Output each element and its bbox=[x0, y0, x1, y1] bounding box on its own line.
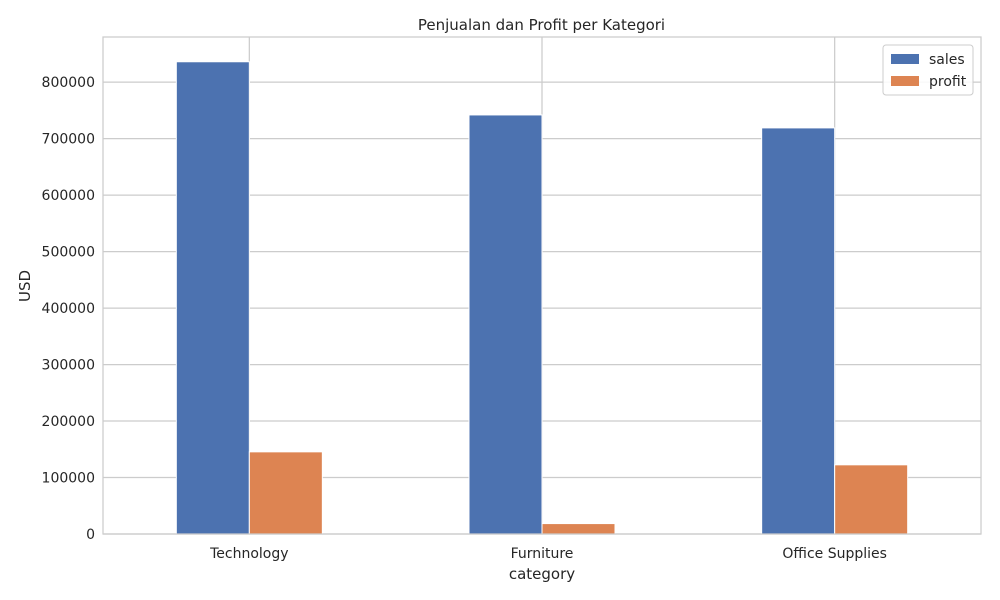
y-tick-label: 800000 bbox=[42, 75, 95, 91]
bars-group bbox=[175, 61, 909, 535]
x-tick-label: Technology bbox=[209, 546, 288, 562]
y-tick-label: 500000 bbox=[42, 245, 95, 261]
y-tick-label: 0 bbox=[86, 527, 95, 543]
bar-profit-technology bbox=[248, 451, 323, 535]
y-tick-labels: 0 100000 200000 300000 400000 500000 600000 700… bbox=[42, 75, 95, 543]
y-tick-label: 600000 bbox=[42, 188, 95, 204]
bar-sales-office-supplies bbox=[761, 127, 836, 535]
x-tick-label: Office Supplies bbox=[782, 546, 887, 562]
y-tick-label: 300000 bbox=[42, 358, 95, 374]
y-tick-label: 400000 bbox=[42, 301, 95, 317]
bar-profit-furniture bbox=[541, 523, 616, 535]
y-tick-label: 700000 bbox=[42, 132, 95, 148]
y-axis-title: USD bbox=[16, 270, 34, 302]
legend-label-sales: sales bbox=[929, 52, 965, 68]
bar-profit-office-supplies bbox=[834, 464, 909, 535]
bar-sales-furniture bbox=[468, 114, 543, 535]
x-tick-label: Furniture bbox=[511, 546, 574, 562]
x-axis-title: category bbox=[509, 565, 575, 583]
chart-title: Penjualan dan Profit per Kategori bbox=[418, 16, 665, 34]
legend-swatch-profit bbox=[891, 76, 919, 86]
y-tick-label: 100000 bbox=[42, 471, 95, 487]
legend: sales profit bbox=[882, 44, 974, 96]
bar-sales-technology bbox=[175, 61, 250, 535]
plot-frame bbox=[102, 36, 982, 535]
legend-swatch-sales bbox=[891, 54, 919, 64]
x-tick-labels: Technology Furniture Office Supplies bbox=[209, 546, 887, 562]
legend-label-profit: profit bbox=[929, 74, 967, 90]
y-tick-label: 200000 bbox=[42, 414, 95, 430]
